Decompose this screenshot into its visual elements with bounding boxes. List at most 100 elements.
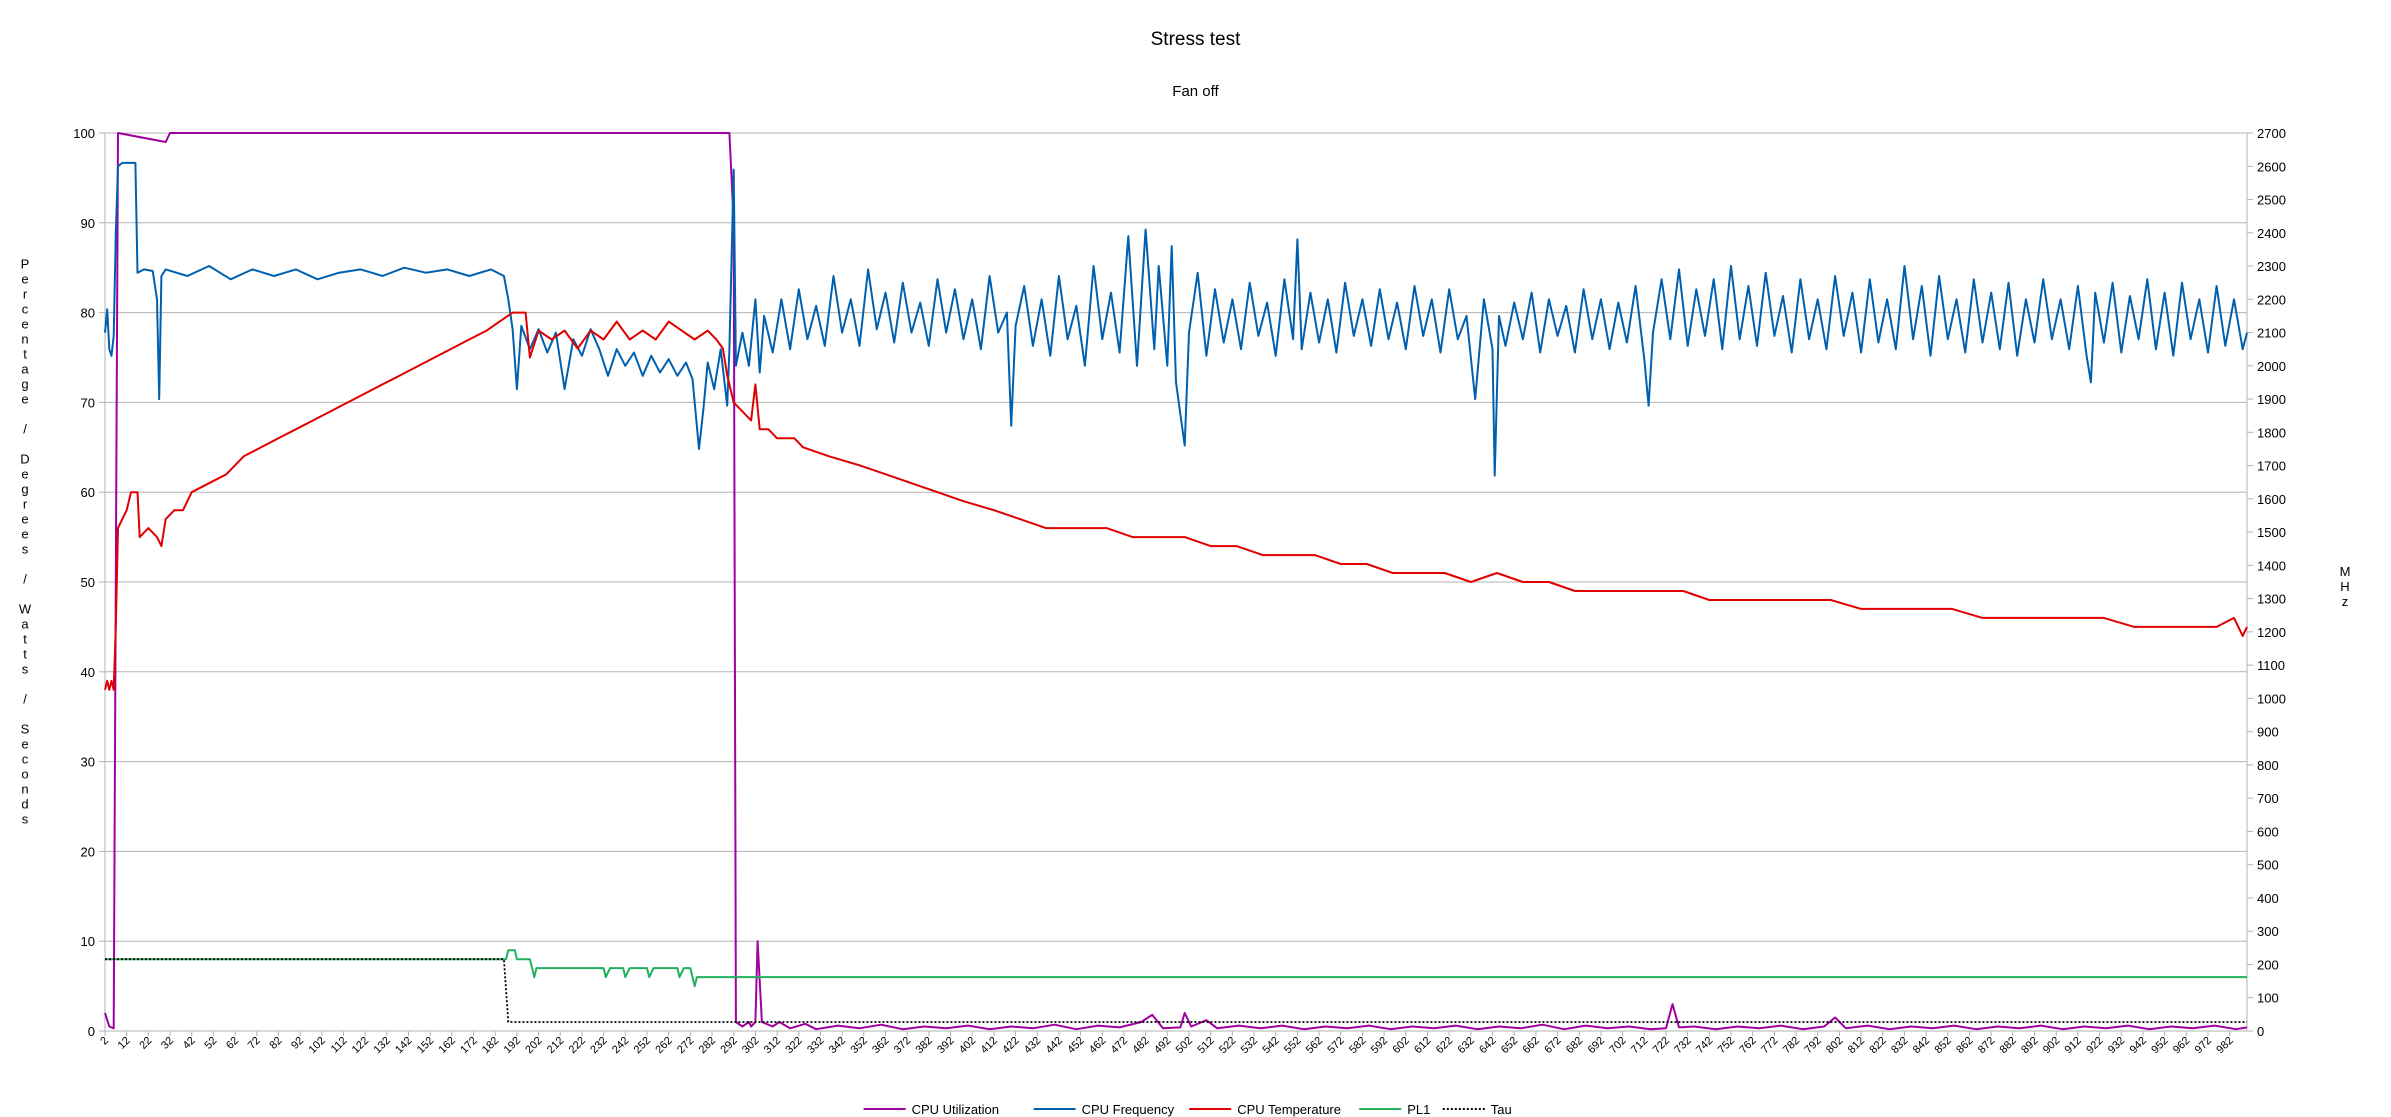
x-tick-label: 842 [1911,1035,1932,1056]
x-tick-label: 262 [653,1035,674,1056]
y-right-axis-label: z [2342,594,2349,609]
y-right-tick-label: 1200 [2257,625,2286,640]
x-tick-label: 232 [588,1035,609,1056]
x-tick-label: 282 [697,1035,718,1056]
y-right-tick-label: 2200 [2257,292,2286,307]
x-tick-label: 772 [1759,1035,1780,1056]
legend-label: Tau [1491,1102,1512,1117]
x-tick-label: 732 [1672,1035,1693,1056]
x-tick-label: 302 [740,1035,761,1056]
x-tick-label: 462 [1087,1035,1108,1056]
x-tick-label: 372 [892,1035,913,1056]
chart-title: Stress test [1150,29,1241,50]
y-left-axis-label: s [22,662,29,677]
y-left-axis-label: r [23,287,28,302]
series-line-cpu-temperature [104,311,2248,691]
x-tick-label: 122 [350,1035,371,1056]
y-left-axis-label: t [23,632,27,647]
y-right-tick-label: 400 [2257,891,2279,906]
x-tick-label: 792 [1802,1035,1823,1056]
y-left-tick-label: 20 [81,844,95,859]
x-tick-label: 452 [1065,1035,1086,1056]
x-tick-label: 172 [458,1035,479,1056]
y-right-tick-label: 2000 [2257,359,2286,374]
y-left-axis-label: t [23,647,27,662]
x-tick-label: 142 [393,1035,414,1056]
x-tick-label: 202 [523,1035,544,1056]
x-tick-label: 782 [1781,1035,1802,1056]
x-tick-label: 272 [675,1035,696,1056]
x-tick-label: 912 [2063,1035,2084,1056]
x-tick-label: 722 [1651,1035,1672,1056]
legend-label: CPU Utilization [912,1102,999,1117]
x-tick-label: 882 [1998,1035,2019,1056]
y-right-tick-label: 2400 [2257,226,2286,241]
x-tick-label: 512 [1195,1035,1216,1056]
x-tick-label: 802 [1824,1035,1845,1056]
x-tick-label: 112 [329,1035,350,1056]
y-left-axis-label: e [21,467,28,482]
x-tick-label: 432 [1022,1035,1043,1056]
x-tick-label: 652 [1499,1035,1520,1056]
y-left-tick-label: 30 [81,755,95,770]
y-left-axis-label: e [21,737,28,752]
y-left-axis-label: / [23,572,27,587]
x-tick-label: 62 [224,1035,241,1052]
x-tick-label: 682 [1564,1035,1585,1056]
y-right-tick-label: 1100 [2257,658,2285,673]
y-left-tick-label: 50 [81,575,95,590]
x-tick-label: 152 [415,1035,436,1056]
series-line-pl1 [105,949,2247,988]
y-right-tick-label: 1900 [2257,392,2286,407]
y-left-tick-label: 0 [88,1024,95,1039]
y-left-axis-label: / [23,692,27,707]
x-tick-label: 312 [762,1035,783,1056]
x-tick-label: 812 [1846,1035,1867,1056]
x-tick-label: 932 [2106,1035,2127,1056]
x-tick-label: 252 [632,1035,653,1056]
x-tick-label: 402 [957,1035,978,1056]
series-line-cpu-utilization [104,132,2248,1031]
y-left-axis-label: g [21,377,28,392]
y-right-axis-label: M [2340,564,2351,579]
y-left-axis-label: n [21,332,28,347]
y-right-tick-label: 600 [2257,824,2279,839]
x-tick-label: 42 [181,1035,198,1052]
y-left-axis-label: D [20,452,29,467]
x-tick-label: 292 [718,1035,739,1056]
x-tick-label: 762 [1737,1035,1758,1056]
x-tick-label: 492 [1152,1035,1173,1056]
x-tick-label: 212 [545,1035,566,1056]
y-right-tick-label: 1300 [2257,592,2286,607]
x-tick-label: 642 [1477,1035,1498,1056]
y-right-tick-label: 700 [2257,791,2279,806]
y-left-tick-label: 10 [81,934,95,949]
y-left-tick-label: 60 [81,485,95,500]
legend-label: PL1 [1407,1102,1430,1117]
x-tick-label: 712 [1629,1035,1650,1056]
y-right-tick-label: 900 [2257,725,2279,740]
y-right-axis-label: H [2340,579,2349,594]
y-right-tick-label: 2500 [2257,193,2286,208]
x-tick-label: 942 [2128,1035,2149,1056]
y-left-axis-label: e [21,392,28,407]
y-right-tick-label: 100 [2257,991,2279,1006]
x-tick-label: 982 [2214,1035,2235,1056]
y-left-tick-label: 90 [81,216,95,231]
x-tick-label: 32 [159,1035,176,1052]
x-tick-label: 602 [1390,1035,1411,1056]
x-tick-label: 392 [935,1035,956,1056]
x-tick-label: 522 [1217,1035,1238,1056]
x-tick-label: 12 [116,1035,133,1052]
series-line-tau [105,958,2247,1023]
x-tick-label: 52 [202,1035,219,1052]
y-left-tick-label: 80 [81,306,95,321]
x-tick-label: 2 [98,1035,111,1048]
x-tick-label: 482 [1130,1035,1151,1056]
y-left-axis-label: e [21,512,28,527]
y-left-axis-label: s [22,542,29,557]
x-tick-label: 422 [1000,1035,1021,1056]
x-tick-label: 572 [1325,1035,1346,1056]
